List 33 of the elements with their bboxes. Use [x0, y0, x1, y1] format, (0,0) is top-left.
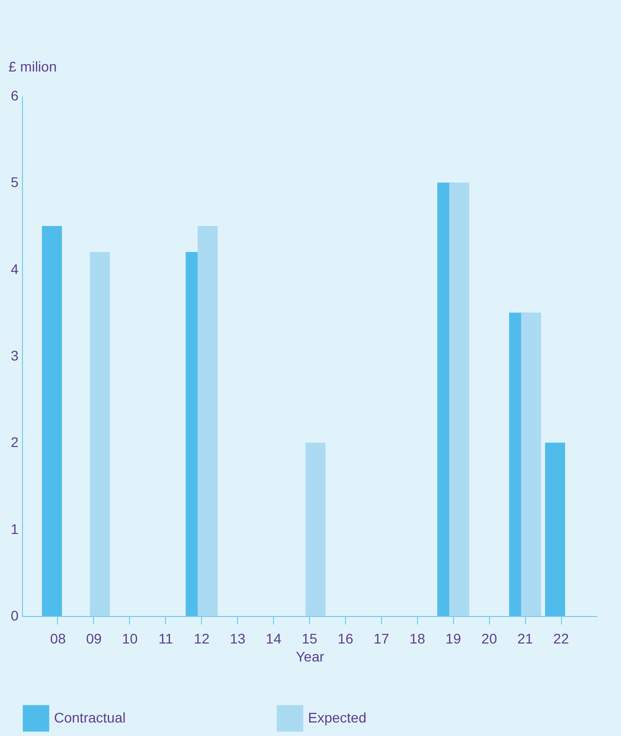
x-tick-label: 08: [50, 630, 66, 646]
bar: [90, 252, 110, 616]
x-tick-label: 15: [302, 630, 318, 646]
x-tick-label: 17: [374, 630, 390, 646]
bar: [545, 442, 566, 616]
x-tick-label: 16: [338, 630, 354, 646]
bar: [305, 442, 326, 616]
y-tick-label: 3: [10, 348, 19, 364]
y-tick-label: 2: [10, 434, 19, 450]
x-axis-title: Year: [296, 648, 324, 664]
y-axis-title: £ milion: [8, 58, 57, 74]
x-tick-label: 14: [266, 630, 282, 646]
y-tick-label: 6: [10, 88, 19, 104]
x-tick-label: 13: [230, 630, 246, 646]
legend-label: Expected: [308, 709, 366, 726]
x-tick-label: 12: [194, 630, 210, 646]
y-tick-label: 1: [10, 520, 19, 537]
x-tick-label: 22: [553, 630, 570, 646]
x-tick-label: 20: [481, 630, 498, 646]
x-tick-label: 11: [158, 630, 174, 646]
legend-label: Contractual: [54, 709, 126, 726]
bar: [449, 182, 470, 616]
y-tick-label: 4: [10, 260, 19, 277]
x-tick-label: 19: [445, 630, 462, 646]
bar: [42, 226, 62, 616]
x-tick-label: 09: [86, 630, 102, 646]
x-tick-label: 10: [122, 630, 138, 646]
y-tick-label: 0: [10, 608, 19, 624]
x-tick-label: 21: [517, 630, 534, 646]
bar: [198, 226, 218, 616]
y-tick-label: 5: [10, 174, 19, 190]
x-tick-label: 18: [410, 630, 426, 646]
bar: [521, 312, 542, 616]
